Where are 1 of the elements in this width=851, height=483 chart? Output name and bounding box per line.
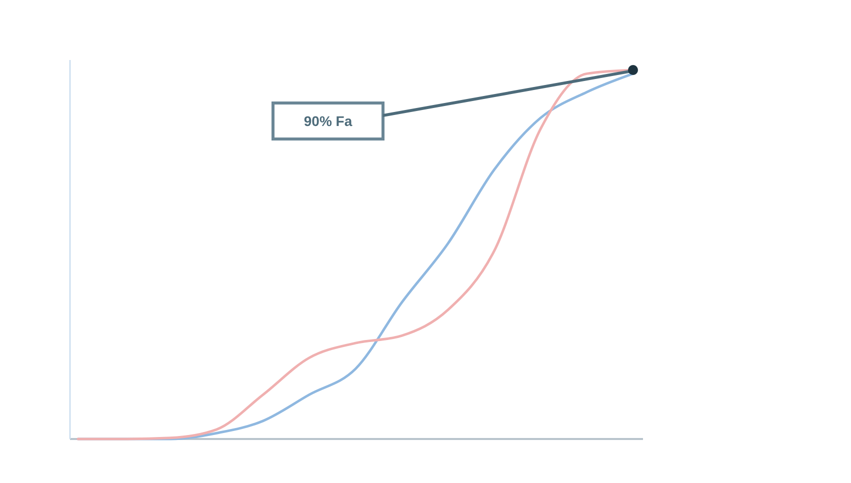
annotation: 90% Fa [304, 113, 352, 129]
